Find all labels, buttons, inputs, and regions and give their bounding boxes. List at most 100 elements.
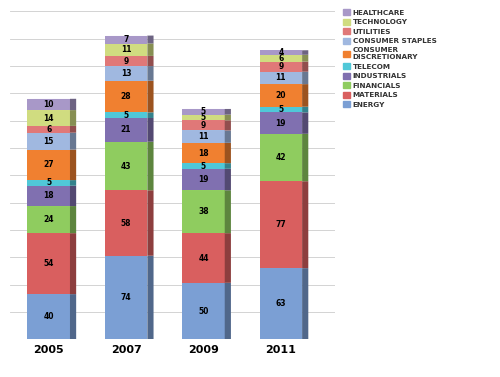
Bar xyxy=(105,112,148,118)
Bar xyxy=(28,110,70,126)
Bar xyxy=(28,294,70,339)
Polygon shape xyxy=(302,50,308,55)
Bar xyxy=(105,190,148,256)
Polygon shape xyxy=(302,134,308,181)
Text: 13: 13 xyxy=(121,69,132,78)
Polygon shape xyxy=(148,56,154,66)
Bar xyxy=(28,99,70,110)
Polygon shape xyxy=(148,256,154,339)
Bar xyxy=(260,55,302,61)
Text: 20: 20 xyxy=(276,91,286,100)
Polygon shape xyxy=(148,118,154,142)
Polygon shape xyxy=(224,115,231,120)
Polygon shape xyxy=(224,233,231,283)
Bar xyxy=(260,112,302,134)
Polygon shape xyxy=(70,186,76,206)
Text: 27: 27 xyxy=(44,160,54,169)
Polygon shape xyxy=(148,81,154,112)
Polygon shape xyxy=(224,190,231,233)
Polygon shape xyxy=(302,55,308,61)
Bar xyxy=(105,118,148,142)
Polygon shape xyxy=(70,294,76,339)
Bar xyxy=(182,190,224,233)
Bar xyxy=(105,56,148,66)
Text: 74: 74 xyxy=(121,293,132,302)
Text: 9: 9 xyxy=(124,57,128,66)
Bar xyxy=(105,81,148,112)
Polygon shape xyxy=(70,206,76,233)
Text: 21: 21 xyxy=(121,126,132,134)
Text: 50: 50 xyxy=(198,307,208,316)
Polygon shape xyxy=(302,72,308,84)
Bar xyxy=(105,256,148,339)
Legend: HEALTHCARE, TECHNOLOGY, UTILITIES, CONSUMER STAPLES, CONSUMER
DISCRETIONARY, TEL: HEALTHCARE, TECHNOLOGY, UTILITIES, CONSU… xyxy=(342,8,438,109)
Text: 5: 5 xyxy=(124,111,128,120)
Bar xyxy=(182,233,224,283)
Bar xyxy=(182,169,224,190)
Text: 63: 63 xyxy=(276,299,286,308)
Bar xyxy=(260,268,302,339)
Bar xyxy=(260,134,302,181)
Polygon shape xyxy=(302,181,308,268)
Bar xyxy=(182,143,224,163)
Text: 6: 6 xyxy=(46,125,52,134)
Polygon shape xyxy=(148,190,154,256)
Text: 19: 19 xyxy=(276,119,286,127)
Text: 77: 77 xyxy=(276,220,286,229)
Bar xyxy=(28,233,70,294)
Text: 10: 10 xyxy=(44,100,54,109)
Bar xyxy=(260,84,302,107)
Bar xyxy=(28,180,70,186)
Text: 38: 38 xyxy=(198,207,209,216)
Text: 14: 14 xyxy=(44,113,54,123)
Polygon shape xyxy=(224,143,231,163)
Bar xyxy=(28,150,70,180)
Bar xyxy=(260,72,302,84)
Polygon shape xyxy=(70,110,76,126)
Bar xyxy=(28,133,70,150)
Text: 11: 11 xyxy=(198,132,208,141)
Bar xyxy=(182,115,224,120)
Text: 43: 43 xyxy=(121,161,132,170)
Polygon shape xyxy=(302,84,308,107)
Polygon shape xyxy=(224,163,231,169)
Bar xyxy=(182,163,224,169)
Polygon shape xyxy=(70,133,76,150)
Text: 7: 7 xyxy=(124,35,129,44)
Polygon shape xyxy=(148,112,154,118)
Bar xyxy=(182,130,224,143)
Bar xyxy=(182,120,224,130)
Text: 11: 11 xyxy=(276,74,286,83)
Polygon shape xyxy=(148,142,154,190)
Bar xyxy=(28,126,70,133)
Polygon shape xyxy=(70,180,76,186)
Bar xyxy=(105,43,148,56)
Text: 18: 18 xyxy=(44,192,54,201)
Polygon shape xyxy=(148,66,154,81)
Polygon shape xyxy=(224,169,231,190)
Polygon shape xyxy=(224,130,231,143)
Text: 5: 5 xyxy=(201,113,206,122)
Text: 9: 9 xyxy=(201,121,206,130)
Bar xyxy=(260,50,302,55)
Polygon shape xyxy=(148,35,154,43)
Polygon shape xyxy=(302,61,308,72)
Text: 9: 9 xyxy=(278,62,283,71)
Text: 5: 5 xyxy=(278,105,283,114)
Polygon shape xyxy=(70,126,76,133)
Bar xyxy=(260,61,302,72)
Polygon shape xyxy=(302,112,308,134)
Text: 42: 42 xyxy=(276,153,286,162)
Polygon shape xyxy=(302,268,308,339)
Text: 6: 6 xyxy=(278,54,283,63)
Text: 5: 5 xyxy=(46,178,52,187)
Polygon shape xyxy=(224,109,231,115)
Bar xyxy=(105,142,148,190)
Bar xyxy=(28,206,70,233)
Bar xyxy=(260,181,302,268)
Bar xyxy=(260,107,302,112)
Bar xyxy=(28,186,70,206)
Text: 11: 11 xyxy=(121,45,132,54)
Text: 4: 4 xyxy=(278,48,283,57)
Text: 19: 19 xyxy=(198,175,208,184)
